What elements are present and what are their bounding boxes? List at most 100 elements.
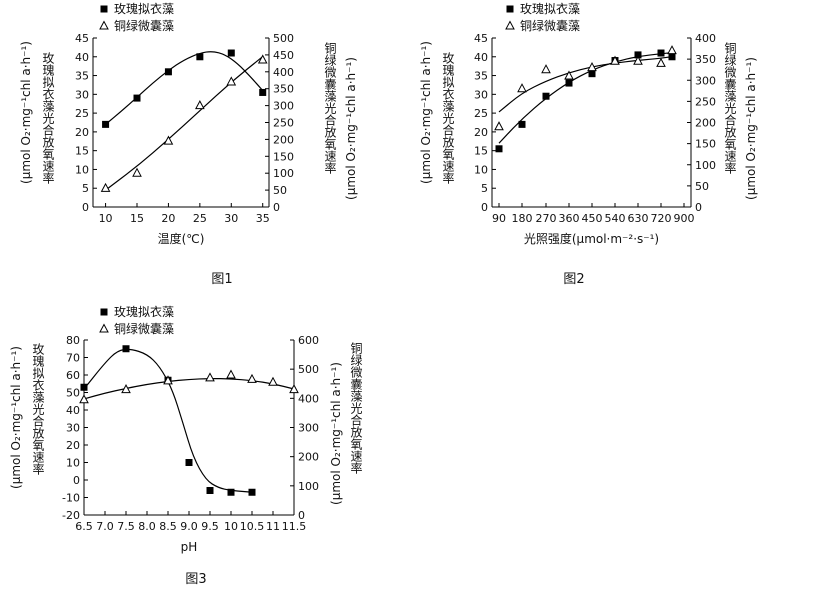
series-1-point	[80, 383, 88, 391]
left-tick-label: 10	[75, 163, 89, 176]
legend-label: 玫瑰拟衣藻	[114, 1, 174, 16]
chart-panel-3: -20 -10 0 10 20 30 40 50 60 70 80 0 100 200 300 400 500 6…	[9, 304, 363, 587]
x-tick-label: 9.0	[180, 520, 198, 533]
series-2-point	[163, 375, 173, 385]
right-tick-label: 500	[273, 32, 294, 45]
right-tick-label: 100	[298, 480, 319, 493]
legend-label: 玫瑰拟衣藻	[520, 1, 580, 16]
left-tick-label: -20	[62, 509, 80, 522]
right-tick-label: 0	[273, 201, 280, 214]
figure-caption: 图3	[185, 572, 206, 587]
left-tick-label: 40	[75, 51, 89, 64]
right-tick-label: 200	[273, 133, 294, 146]
legend-marker	[506, 5, 514, 13]
x-tick-label: 11.5	[282, 520, 307, 533]
left-tick-label: 40	[66, 404, 80, 417]
series-1-point	[657, 49, 665, 57]
legend-label: 铜绿微囊藻	[114, 321, 174, 336]
series-1-point	[227, 49, 235, 57]
series-1-point	[634, 51, 642, 59]
series-1-curve	[83, 348, 253, 493]
legend-marker	[100, 308, 108, 316]
left-tick-label: 10	[66, 457, 80, 470]
x-tick-label: 270	[536, 212, 557, 225]
left-tick-label: 0	[82, 201, 89, 214]
left-tick-label: 30	[66, 422, 80, 435]
series-1-point	[122, 345, 130, 353]
left-tick-label: 20	[474, 126, 488, 139]
series-2-point	[195, 100, 205, 110]
left-tick-label: 0	[481, 201, 488, 214]
x-tick-label: 35	[256, 212, 270, 225]
series-2-point	[541, 64, 551, 74]
x-tick-label: 7.0	[96, 520, 114, 533]
right-tick-label: 300	[298, 422, 319, 435]
series-1-point	[565, 79, 573, 87]
series-1-point	[259, 88, 267, 96]
left-tick-label: 30	[474, 88, 488, 101]
right-y-axis-unit: (μmol O₂·mg⁻¹chl a·h⁻¹)	[744, 57, 758, 200]
right-tick-label: 600	[298, 334, 319, 347]
legend-label: 玫瑰拟衣藻	[114, 304, 174, 319]
x-tick-label: 6.5	[75, 520, 93, 533]
series-2-point	[656, 57, 666, 67]
left-tick-label: 35	[474, 70, 488, 83]
x-tick-label: 20	[161, 212, 175, 225]
series-2-point	[268, 376, 278, 386]
x-tick-label: 30	[224, 212, 238, 225]
legend-marker	[99, 20, 109, 30]
chart-panel-1: 0510152025303540450501001502002503003504…	[19, 1, 358, 287]
right-tick-label: 500	[298, 363, 319, 376]
x-tick-label: 9.5	[201, 520, 219, 533]
left-tick-label: -10	[62, 492, 80, 505]
x-tick-label: 720	[651, 212, 672, 225]
series-2-point	[564, 70, 574, 80]
x-tick-label: 8.0	[138, 520, 156, 533]
left-tick-label: 20	[66, 439, 80, 452]
series-2-point	[667, 45, 677, 55]
series-2-point	[587, 62, 597, 72]
x-tick-label: 15	[130, 212, 144, 225]
x-tick-label: 450	[582, 212, 603, 225]
right-tick-label: 250	[695, 95, 716, 108]
right-tick-label: 100	[273, 167, 294, 180]
series-2-point	[517, 83, 527, 93]
series-1-point	[518, 120, 526, 128]
left-tick-label: 35	[75, 70, 89, 83]
chart-panel-2: 0510152025303540450501001502002503003504…	[419, 1, 758, 287]
x-tick-label: 10	[224, 520, 238, 533]
series-2-point	[100, 182, 111, 192]
x-tick-label: 10.5	[240, 520, 265, 533]
series-2-point	[247, 373, 257, 383]
right-tick-label: 150	[273, 150, 294, 163]
right-tick-label: 450	[273, 49, 294, 62]
right-tick-label: 300	[695, 74, 716, 87]
series-1-point	[185, 459, 193, 466]
right-tick-label: 350	[695, 53, 716, 66]
x-tick-label: 360	[559, 212, 580, 225]
x-tick-label: 180	[512, 212, 533, 225]
x-axis-label: pH	[181, 540, 198, 554]
legend-marker	[99, 323, 109, 333]
x-tick-label: 90	[492, 212, 506, 225]
left-y-axis-label: 玫瑰拟衣藻光合放氧速率	[41, 51, 55, 184]
series-1-curve	[498, 52, 673, 144]
series-2-curve	[105, 56, 264, 191]
series-1-point	[164, 68, 172, 76]
left-tick-label: 5	[82, 182, 89, 195]
left-tick-label: 70	[66, 352, 80, 365]
left-tick-label: 50	[66, 387, 80, 400]
left-tick-label: 15	[474, 145, 488, 158]
figure-caption: 图1	[211, 272, 232, 287]
x-tick-label: 7.5	[117, 520, 135, 533]
series-2-point	[226, 369, 236, 379]
x-axis-label: 温度(℃)	[158, 231, 205, 246]
series-2-point	[79, 394, 89, 404]
left-tick-label: 25	[474, 107, 488, 120]
left-tick-label: 20	[75, 126, 89, 139]
left-tick-label: 30	[75, 88, 89, 101]
left-tick-label: 60	[66, 369, 80, 382]
x-tick-label: 11	[266, 520, 280, 533]
